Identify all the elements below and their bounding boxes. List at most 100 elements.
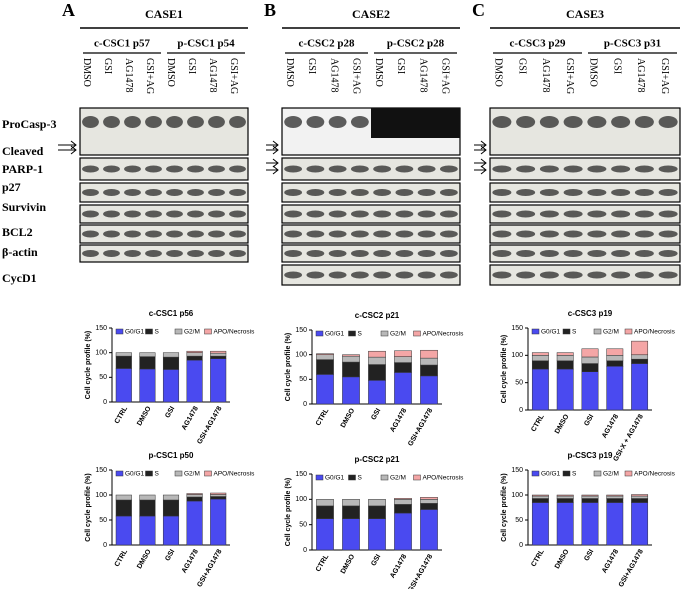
bar-segment: [316, 359, 334, 375]
bar-segment: [139, 494, 156, 501]
legend-label: APO/Necrosis: [634, 471, 676, 478]
bar-segment: [210, 350, 227, 354]
arrow: [266, 165, 279, 175]
group-label: c-CSC2 p28: [299, 38, 355, 50]
bar-segment: [631, 358, 649, 364]
case-title: CASE2: [352, 7, 390, 21]
blot-strip: [489, 107, 681, 156]
blot-band: [166, 230, 183, 238]
blot-band: [634, 250, 654, 257]
arrow: [266, 145, 279, 155]
legend-swatch: [115, 328, 124, 335]
blot-band: [229, 210, 246, 218]
blot-strip: [281, 224, 461, 244]
blot-band: [395, 271, 414, 279]
blot-band: [284, 271, 303, 279]
bar-segment: [186, 496, 203, 502]
bar-segment: [342, 354, 360, 357]
bar-segment: [556, 360, 574, 370]
bar-segment: [606, 494, 624, 497]
blot-band: [124, 250, 141, 257]
blot-band: [350, 116, 369, 128]
blot-band: [284, 230, 303, 238]
arrow: [266, 158, 279, 168]
bar-segment: [316, 354, 334, 360]
blot-band: [658, 210, 678, 218]
lane-label: AG1478: [540, 58, 551, 92]
blot-band: [492, 250, 512, 257]
bar-segment: [556, 355, 574, 362]
blot-band: [587, 116, 607, 128]
bar-segment: [394, 350, 412, 357]
blot-band: [492, 210, 512, 218]
bar-segment: [115, 368, 132, 403]
y-tick-label: 150: [95, 325, 107, 332]
blot-band: [492, 230, 512, 238]
bar-segment: [316, 499, 334, 507]
legend-label: G2/M: [390, 475, 406, 482]
bar-segment: [342, 499, 360, 507]
legend-label: G2/M: [603, 329, 619, 336]
blot-band: [284, 210, 303, 218]
x-tick-label: AG1478: [181, 405, 200, 431]
blot-band: [166, 116, 183, 128]
panel-letter: C: [472, 0, 485, 20]
lane-label: GSI+AG: [228, 58, 239, 94]
blot-band: [103, 230, 120, 238]
bar-segment: [631, 494, 649, 497]
lane-label: DMSO: [284, 58, 295, 87]
bar-segment: [342, 505, 360, 519]
blot-band: [611, 271, 631, 279]
blot-band: [229, 250, 246, 257]
blot-band: [634, 210, 654, 218]
blot-band: [417, 210, 436, 218]
case-title: CASE3: [566, 7, 604, 21]
blot-band: [492, 271, 512, 279]
bar-segment: [368, 364, 386, 381]
blot-band: [439, 230, 458, 238]
blot-band: [634, 230, 654, 238]
bar-segment: [342, 376, 360, 405]
legend-label: G0/G1: [541, 471, 561, 478]
bar-segment: [556, 368, 574, 411]
blot-strip: [79, 182, 249, 203]
blot-band: [328, 116, 347, 128]
legend-label: G0/G1: [541, 329, 561, 336]
x-tick-label: AG1478: [601, 548, 620, 574]
panel-letter: A: [62, 0, 75, 20]
bar-segment: [606, 498, 624, 503]
blot-band: [103, 116, 120, 128]
blot-band: [350, 165, 369, 173]
legend-label: G0/G1: [325, 475, 345, 482]
bar-segment: [631, 502, 649, 546]
bar-segment: [420, 497, 438, 500]
y-tick-label: 0: [519, 542, 523, 549]
blot-band: [306, 271, 325, 279]
bar-segment: [368, 499, 386, 507]
lane-label: AG1478: [328, 58, 339, 92]
bar-segment: [210, 498, 227, 546]
x-tick-label: GSI+AG1478: [196, 405, 223, 445]
blot-band: [328, 271, 347, 279]
blot-band: [634, 271, 654, 279]
blot-band: [306, 230, 325, 238]
bar-segment: [186, 500, 203, 546]
arrow: [58, 145, 77, 155]
group-label: p-CSC1 p54: [177, 38, 235, 50]
blot-band: [417, 189, 436, 196]
chart-title: c-CSC1 p56: [149, 309, 194, 318]
legend-label: S: [358, 475, 363, 482]
blot-band: [439, 271, 458, 279]
y-tick-label: 100: [511, 352, 523, 359]
case-title: CASE1: [145, 7, 183, 21]
chart-title: p-CSC1 p50: [149, 451, 194, 460]
bar-segment: [556, 495, 574, 499]
legend-label: APO/Necrosis: [214, 329, 256, 336]
legend-label: G2/M: [184, 471, 200, 478]
bar-segment: [531, 368, 549, 411]
lane-label: GSI+AG: [564, 58, 575, 94]
blot-band: [208, 189, 225, 196]
arrow: [474, 140, 487, 150]
y-tick-label: 0: [519, 407, 523, 414]
group-label: c-CSC3 p29: [510, 38, 566, 50]
